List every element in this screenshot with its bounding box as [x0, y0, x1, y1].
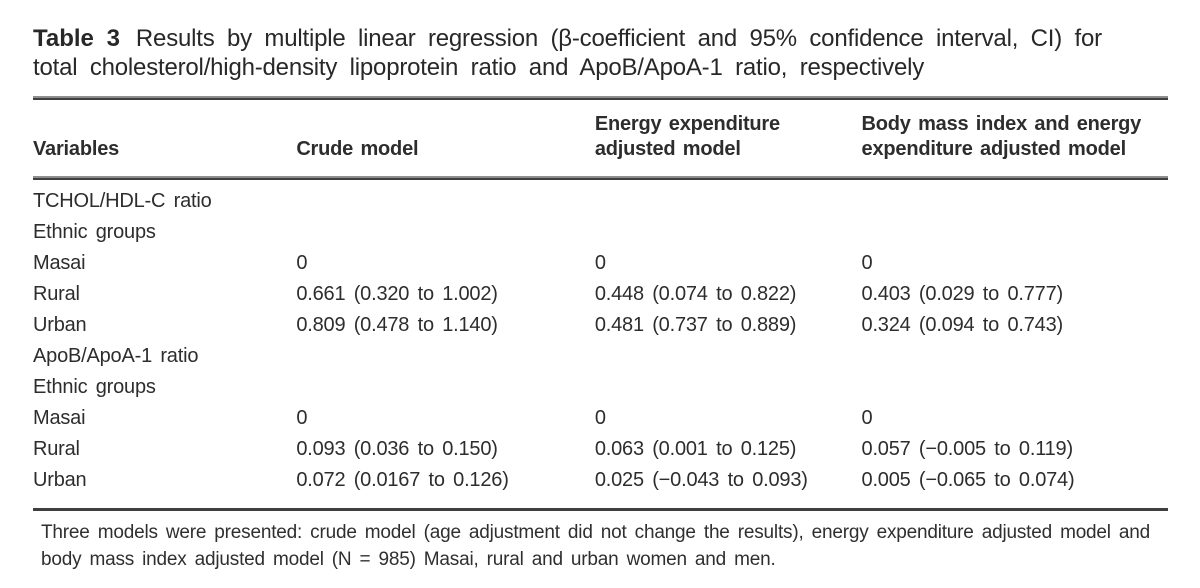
- row-label: Ethnic groups: [33, 220, 156, 243]
- table-row-urban: Urban 0.809 (0.478 to 1.140) 0.481 (0.73…: [33, 310, 1168, 341]
- table-row-ethnic-groups: Ethnic groups: [33, 217, 1168, 248]
- row-label: Masai: [33, 406, 86, 429]
- cell-value: 0: [296, 251, 308, 274]
- cell-value: 0: [861, 251, 873, 274]
- table-rule-bottom: [33, 507, 1168, 511]
- cell-value: 0.809 (0.478 to 1.140): [296, 313, 498, 336]
- cell-value: 0.005 (−0.065 to 0.074): [861, 468, 1075, 491]
- table-row-ethnic-groups: Ethnic groups: [33, 372, 1168, 403]
- table-caption: Table 3 Results by multiple linear regres…: [33, 24, 1145, 83]
- table-caption-text: Results by multiple linear regression (β…: [33, 25, 1102, 82]
- column-header-variables: Variables: [33, 138, 120, 161]
- cell-value: 0.661 (0.320 to 1.002): [296, 282, 498, 305]
- cell-value: 0: [594, 251, 606, 274]
- table-rule-header: [33, 175, 1168, 180]
- cell-value: 0: [296, 406, 308, 429]
- cell-value: 0.448 (0.074 to 0.822): [594, 282, 797, 305]
- table-row-section-apob: ApoB/ApoA-1 ratio: [33, 341, 1168, 372]
- table-row-rural: Rural 0.093 (0.036 to 0.150) 0.063 (0.00…: [33, 434, 1168, 465]
- table-rule-top: [33, 95, 1168, 100]
- cell-value: 0.324 (0.094 to 0.743): [861, 313, 1064, 336]
- cell-value: 0.093 (0.036 to 0.150): [296, 437, 498, 460]
- row-label: Masai: [33, 251, 86, 274]
- row-label: Rural: [33, 437, 80, 460]
- column-header-energy-expenditure: Energy expenditure adjusted model: [594, 112, 780, 161]
- table-body: TCHOL/HDL-C ratio Ethnic groups Masai 0 …: [33, 180, 1168, 504]
- table-row-rural: Rural 0.661 (0.320 to 1.002) 0.448 (0.07…: [33, 279, 1168, 310]
- cell-value: 0: [594, 406, 606, 429]
- cell-value: 0.403 (0.029 to 0.777): [861, 282, 1064, 305]
- row-label: Ethnic groups: [33, 375, 156, 398]
- table-row-urban: Urban 0.072 (0.0167 to 0.126) 0.025 (−0.…: [33, 465, 1168, 496]
- row-label: Urban: [33, 468, 87, 491]
- cell-value: 0.063 (0.001 to 0.125): [594, 437, 797, 460]
- table-row-section-tchol: TCHOL/HDL-C ratio: [33, 186, 1168, 217]
- column-header-bmi-energy: Body mass index and energy expenditure a…: [861, 112, 1142, 161]
- table-header-row: Variables Crude model Energy expenditure…: [33, 100, 1168, 176]
- cell-value: 0.481 (0.737 to 0.889): [594, 313, 797, 336]
- row-label: Urban: [33, 313, 87, 336]
- cell-value: 0.072 (0.0167 to 0.126): [296, 468, 509, 491]
- table-row-masai: Masai 0 0 0: [33, 248, 1168, 279]
- column-header-crude-model: Crude model: [296, 138, 419, 161]
- row-label: TCHOL/HDL-C ratio: [33, 189, 212, 212]
- cell-value: 0: [861, 406, 873, 429]
- table-row-masai: Masai 0 0 0: [33, 403, 1168, 434]
- row-label: Rural: [33, 282, 80, 305]
- cell-value: 0.025 (−0.043 to 0.093): [594, 468, 808, 491]
- row-label: ApoB/ApoA-1 ratio: [33, 344, 199, 367]
- table-number-label: Table 3: [33, 25, 120, 52]
- cell-value: 0.057 (−0.005 to 0.119): [861, 437, 1074, 460]
- table-footnote: Three models were presented: crude model…: [41, 521, 1150, 570]
